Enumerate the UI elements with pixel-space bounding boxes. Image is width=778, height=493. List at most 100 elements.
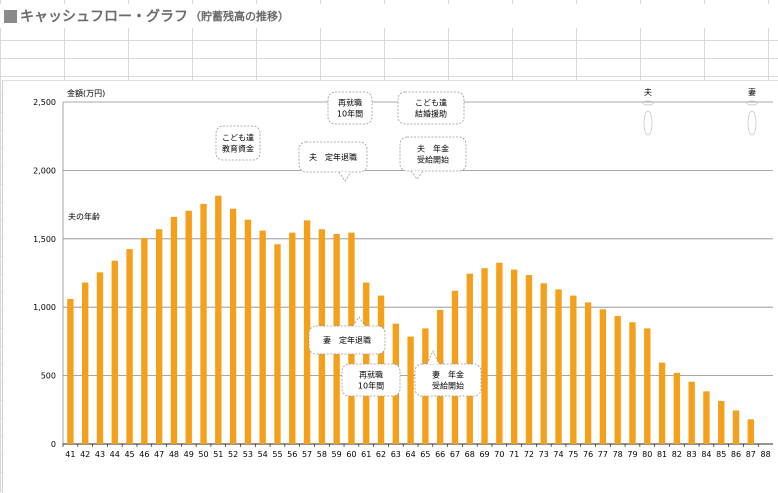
x-tick-label: 80: [642, 450, 652, 459]
annotation-pointer: [352, 316, 366, 327]
x-tick-label: 81: [657, 450, 667, 459]
x-tick-label: 53: [243, 450, 253, 459]
y-axis-label: 金額(万円): [67, 88, 105, 98]
x-tick-label: 64: [406, 450, 416, 459]
y-tick-label: 2,500: [33, 98, 56, 107]
annotation-text: 夫 定年退職: [309, 152, 357, 162]
x-tick-label: 45: [124, 450, 134, 459]
bar-71: [510, 269, 518, 444]
bar-54: [259, 230, 266, 444]
bar-73: [540, 283, 547, 444]
x-tick-label: 67: [450, 450, 460, 459]
x-tick-label: 86: [731, 450, 741, 459]
bar-68: [466, 273, 473, 444]
x-tick-label: 74: [553, 450, 563, 459]
title-bar: キャッシュフロー・グラフ （貯蓄残高の推移）: [0, 4, 778, 28]
x-tick-label: 61: [361, 450, 371, 459]
x-tick-label: 52: [228, 450, 238, 459]
lifespan-ornament-icon: [746, 100, 758, 106]
x-tick-label: 60: [346, 450, 356, 459]
x-tick-label: 68: [465, 450, 475, 459]
x-tick-label: 42: [80, 450, 90, 459]
x-tick-label: 56: [287, 450, 297, 459]
lifespan-ornament-icon: [747, 110, 757, 136]
x-tick-label: 70: [494, 450, 504, 459]
x-tick-label: 46: [139, 450, 149, 459]
bar-61: [363, 282, 370, 444]
bar-74: [555, 289, 562, 444]
bar-84: [703, 391, 710, 444]
bar-50: [200, 203, 207, 444]
annotation-text: こども達: [415, 98, 447, 108]
bar-57: [303, 220, 311, 444]
annotation-text: 受給開始: [417, 155, 449, 165]
bar-49: [185, 210, 192, 444]
bar-76: [584, 302, 592, 444]
bar-43: [96, 272, 104, 444]
x-tick-label: 75: [568, 450, 578, 459]
x-tick-label: 79: [627, 450, 637, 459]
y-tick-label: 500: [41, 372, 56, 381]
annotation-text: 受給開始: [432, 381, 464, 391]
annotation-box: [341, 363, 401, 397]
annotation-box: [298, 141, 368, 173]
y-tick-label: 1,000: [33, 303, 56, 312]
x-tick-label: 54: [258, 450, 268, 459]
chart-subtitle: （貯蓄残高の推移）: [190, 10, 289, 23]
annotation-wife-retire: 妻 定年退職: [308, 316, 386, 355]
bar-79: [629, 322, 636, 444]
annotation-box: [414, 363, 482, 397]
x-tick-label: 66: [435, 450, 445, 459]
annotation-box: [397, 91, 465, 125]
bar-52: [229, 208, 237, 444]
x-tick-label: 48: [169, 450, 179, 459]
bar-87: [747, 419, 754, 444]
annotation-husband-retire: 夫 定年退職: [298, 141, 368, 182]
x-tick-label: 71: [509, 450, 519, 459]
x-tick-label: 62: [376, 450, 386, 459]
x-axis-label: 夫の年齢: [68, 212, 100, 222]
x-tick-label: 78: [613, 450, 623, 459]
cashflow-chart: 0 500 1,000 1,500 2,000 2,500 金額(万円) 夫の年齢 41 42 43…: [33, 87, 773, 459]
bar-44: [111, 260, 118, 444]
x-tick-label: 50: [198, 450, 208, 459]
x-tick-label: 72: [524, 450, 534, 459]
annotation-text: 妻 定年退職: [323, 335, 371, 345]
x-tick-label: 88: [761, 450, 771, 459]
annotation-text: 再就職: [338, 98, 362, 108]
bar-53: [244, 219, 252, 444]
x-tick-label: 82: [672, 450, 682, 459]
bar-72: [525, 275, 533, 444]
x-tick-label: 59: [332, 450, 342, 459]
x-tick-label: 77: [598, 450, 608, 459]
annotation-pointer: [426, 350, 440, 365]
x-tick-label: 87: [746, 450, 756, 459]
bar-46: [141, 238, 148, 444]
bar-56: [289, 232, 296, 444]
annotation-pointer: [338, 171, 352, 182]
annotation-box: [215, 125, 261, 161]
bar-64: [407, 336, 414, 444]
x-tick-label: 41: [65, 450, 75, 459]
x-tick-label: 83: [687, 450, 697, 459]
chart-area[interactable]: 0 500 1,000 1,500 2,000 2,500 金額(万円) 夫の年齢 41 42 43…: [2, 80, 778, 493]
x-tick-label: 84: [701, 450, 711, 459]
bar-55: [274, 244, 281, 444]
bar-69: [481, 268, 488, 444]
bar-47: [155, 229, 163, 444]
lifespan-ornament-icon: [642, 100, 654, 106]
chart-title: キャッシュフロー・グラフ: [20, 9, 188, 25]
x-tick-label: 69: [479, 450, 489, 459]
annotation-text: 夫 年金: [417, 144, 449, 154]
annotation-box: [308, 325, 386, 355]
x-tick-label: 57: [302, 450, 312, 459]
bar-78: [614, 316, 621, 444]
bar-51: [215, 195, 222, 444]
x-tick-label: 58: [317, 450, 327, 459]
annotation-text: 再就職: [359, 370, 383, 380]
bar-45: [126, 249, 133, 444]
